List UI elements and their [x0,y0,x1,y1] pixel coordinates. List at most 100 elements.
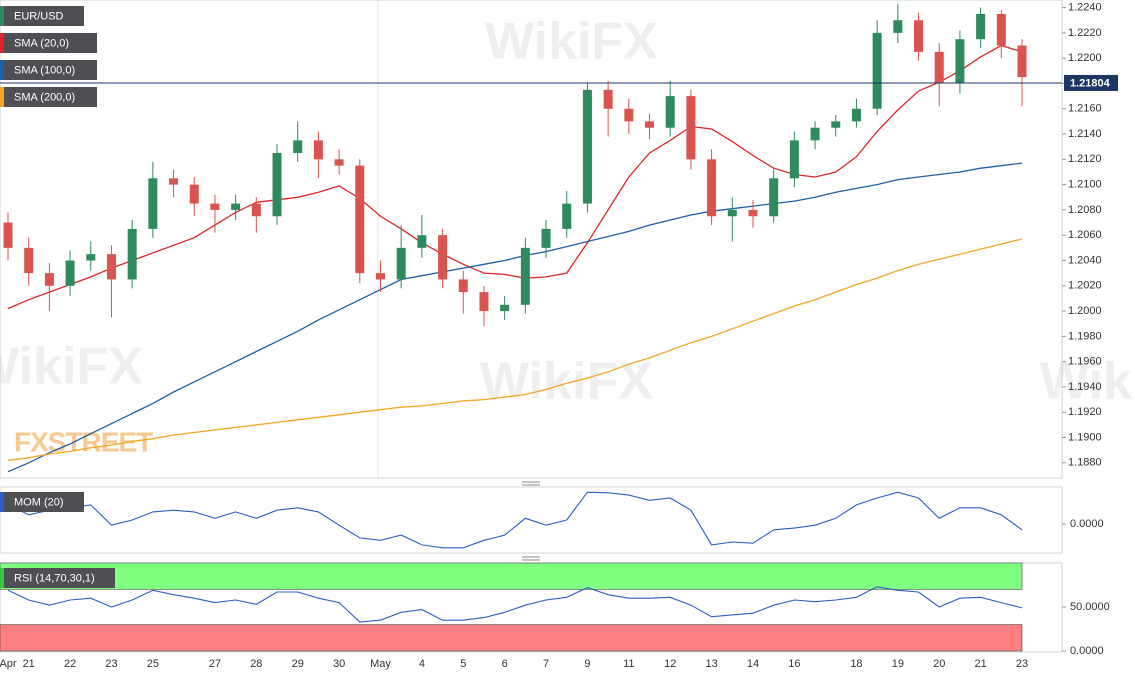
watermark: WikiFX [480,353,653,411]
candle-body [810,127,820,141]
candle-body [769,178,779,217]
x-tick-label: 7 [543,658,549,670]
x-tick-label: Apr [0,658,17,670]
x-tick-label: 22 [64,658,76,670]
candle-body [106,254,116,280]
x-tick-label: 23 [105,658,117,670]
candle-body [355,165,365,274]
sma-line [7,44,1023,310]
candle-body [127,228,137,280]
candle-body [562,203,572,229]
x-tick-label: 27 [209,658,221,670]
candle-body [727,209,737,217]
candle-body [831,121,841,128]
y-tick-label: 1.2240 [1068,1,1102,13]
candle-body [458,279,468,293]
candle-body [272,153,282,217]
candle-body [396,247,406,280]
last-price-label: 1.21804 [1070,77,1111,89]
candle-body [189,184,199,204]
watermark: WikiFX [485,13,658,71]
y-tick-label: 1.1900 [1068,431,1102,443]
y-tick-label: 1.2020 [1068,280,1102,292]
x-tick-label: 12 [664,658,676,670]
y-tick-label: 1.1980 [1068,330,1102,342]
legend-box [0,6,84,26]
y-tick-label: 50.0000 [1070,601,1110,613]
y-tick-label: 1.2040 [1068,254,1102,266]
candle-body [1017,45,1027,78]
candle-body [520,247,530,305]
legend-box [0,492,84,512]
legend-box [0,87,97,107]
x-tick-label: 21 [974,658,986,670]
legend-box [0,568,115,588]
candle-body [976,13,986,40]
legend-swatch [0,87,4,107]
legend-box [0,60,97,80]
indicator-line [7,491,1023,549]
legend-label: EUR/USD [14,10,64,22]
candle-body [624,108,634,122]
x-tick-label: 28 [250,658,262,670]
y-tick-label: 1.2120 [1068,153,1102,165]
x-tick-label: May [370,658,391,670]
candle-body [293,140,303,154]
y-tick-label: 1.2200 [1068,52,1102,64]
candle-body [251,203,261,217]
last-price-box [1064,74,1118,91]
candle-body [334,159,344,166]
candle-body [3,222,13,248]
legend-label: SMA (200,0) [14,91,75,103]
y-tick-label: 1.2160 [1068,103,1102,115]
rsi-band [0,624,1023,652]
candle-body [893,20,903,33]
x-tick-label: 9 [584,658,590,670]
x-tick-label: 18 [850,658,862,670]
candle-body [914,20,924,52]
x-tick-label: 16 [788,658,800,670]
y-tick-label: 1.2000 [1068,305,1102,317]
candle-body [872,32,882,109]
candle-body [313,140,323,160]
y-tick-label: 0.0000 [1070,645,1104,657]
candle-body [479,292,489,312]
legend-label: SMA (20,0) [14,37,69,49]
y-tick-label: 1.2060 [1068,229,1102,241]
x-tick-label: 25 [147,658,159,670]
candle-body [934,51,944,84]
y-tick-label: 1.2080 [1068,204,1102,216]
x-tick-label: 13 [705,658,717,670]
x-tick-label: 29 [292,658,304,670]
y-tick-label: 1.1880 [1068,457,1102,469]
x-tick-label: 19 [892,658,904,670]
candle-body [44,273,54,286]
candle-body [789,140,799,179]
candle-body [582,89,592,204]
legend-box [0,33,97,53]
candle-body [603,89,613,109]
legend-swatch [0,33,4,53]
candle-body [707,159,717,217]
candle-body [996,13,1006,46]
legend-label: SMA (100,0) [14,64,75,76]
x-tick-label: 30 [333,658,345,670]
x-tick-label: 6 [502,658,508,670]
candle-body [86,254,96,261]
candle-body [851,108,861,122]
x-tick-label: 5 [460,658,466,670]
legend-swatch [0,60,4,80]
candle-body [169,178,179,185]
candle-body [686,96,696,160]
candle-body [645,121,655,128]
candle-body [417,235,427,248]
legend-label: RSI (14,70,30,1) [14,572,95,584]
candle-body [375,273,385,280]
y-tick-label: 0.0000 [1070,518,1104,530]
candle-body [665,96,675,128]
candle-body [438,235,448,280]
y-tick-label: 1.1960 [1068,356,1102,368]
x-tick-label: 23 [1016,658,1028,670]
legend-swatch [0,492,4,512]
